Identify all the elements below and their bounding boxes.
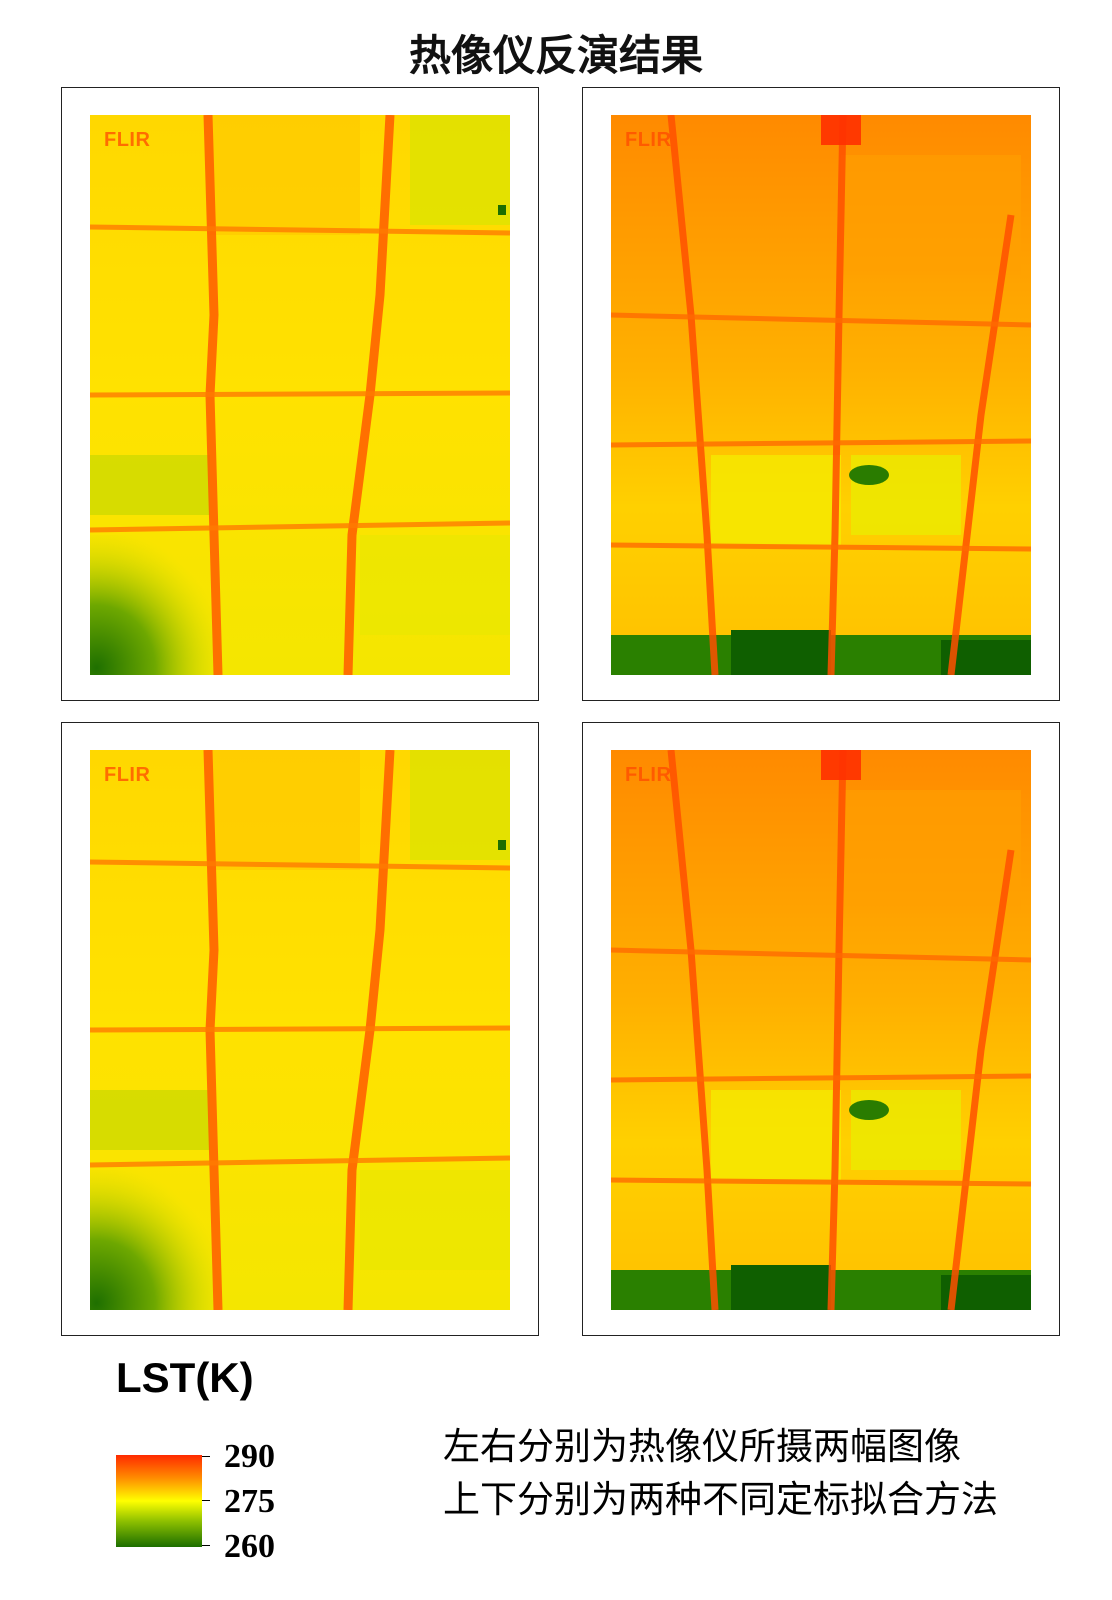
thermal-image-bottom-right: FLIR [611,750,1031,1310]
legend-colorbar [116,1455,202,1547]
flir-watermark: FLIR [104,764,151,786]
legend-tick-label: 260 [224,1528,275,1565]
panel-bottom-left: FLIR [61,722,539,1336]
legend-tick-mark [202,1545,210,1546]
thermal-image-top-right: FLIR [611,115,1031,675]
legend-tick-label: 290 [224,1438,275,1475]
note-line-1: 左右分别为热像仪所摄两幅图像 [443,1425,961,1468]
legend-title: LST(K) [116,1354,254,1401]
panel-top-left: FLIR [61,87,539,701]
thermal-image-top-left: FLIR [90,115,510,675]
thermal-image-bottom-left: FLIR [90,750,510,1310]
legend-tick-mark [202,1456,210,1457]
legend-tick-mark [202,1500,210,1501]
flir-watermark: FLIR [625,764,672,786]
panel-bottom-right: FLIR [582,722,1060,1336]
note-line-2: 上下分别为两种不同定标拟合方法 [443,1478,998,1521]
flir-watermark: FLIR [625,129,672,151]
figure-title: 热像仪反演结果 [408,31,703,80]
flir-watermark: FLIR [104,129,151,151]
legend-tick-label: 275 [224,1483,275,1520]
panel-top-right: FLIR [582,87,1060,701]
